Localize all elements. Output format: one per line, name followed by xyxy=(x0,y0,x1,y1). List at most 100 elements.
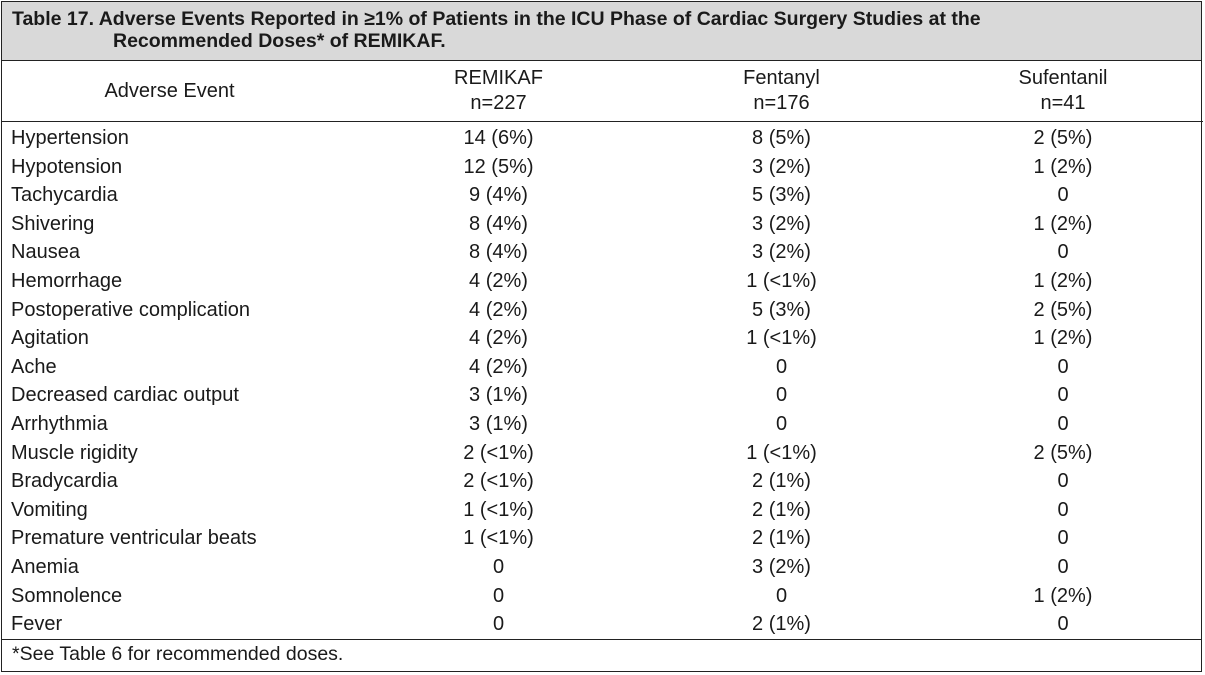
cell-adverse-event: Arrhythmia xyxy=(11,412,108,435)
table-header: Adverse Event REMIKAF n=227 Fentanyl n=1… xyxy=(2,61,1203,122)
cell-adverse-event: Agitation xyxy=(11,327,89,350)
cell-remikaf: 4 (2%) xyxy=(469,327,528,350)
cell-fentanyl: 2 (1%) xyxy=(752,527,811,550)
cell-remikaf: 8 (4%) xyxy=(469,212,528,235)
table-body: Hypertension 14 (6%) 8 (5%) 2 (5%) Hypotensi… xyxy=(2,122,1203,639)
cell-sufentanil: 1 (2%) xyxy=(1033,269,1093,292)
cell-sufentanil: 0 xyxy=(1057,355,1069,378)
cell-remikaf: 14 (6%) xyxy=(463,127,534,149)
cell-adverse-event: Shivering xyxy=(11,212,95,235)
table-row: Anemia 0 3 (2%) 0 xyxy=(2,553,1203,582)
table-row: Premature ventricular beats 1 (<1%) 2 (1%)… xyxy=(2,524,1203,553)
cell-remikaf: 4 (2%) xyxy=(469,298,528,321)
table-row: Muscle rigidity 2 (<1%) 1 (<1%) 2 (5%) xyxy=(2,439,1203,468)
cell-remikaf: 0 xyxy=(492,613,505,636)
table-caption-line-1: Table 17. Adverse Events Reported in ≥1%… xyxy=(12,8,981,30)
cell-adverse-event: Anemia xyxy=(11,555,79,578)
table-row: Vomiting 1 (<1%) 2 (1%) 0 xyxy=(2,496,1203,525)
cell-fentanyl: 3 (2%) xyxy=(752,241,811,264)
column-header-label: Adverse Event xyxy=(104,79,235,102)
table-row: Hemorrhage 4 (2%) 1 (<1%) 1 (2%) xyxy=(2,267,1203,296)
cell-adverse-event: Bradycardia xyxy=(11,470,118,493)
table-caption-line-2: Recommended Doses* of REMIKAF. xyxy=(113,30,446,52)
cell-adverse-event: Fever xyxy=(11,613,63,636)
table-row: Agitation 4 (2%) 1 (<1%) 1 (2%) xyxy=(2,324,1203,353)
cell-sufentanil: 2 (5%) xyxy=(1033,127,1093,149)
cell-fentanyl: 5 (3%) xyxy=(752,298,811,321)
cell-adverse-event: Premature ventricular beats xyxy=(11,527,257,550)
cell-adverse-event: Hemorrhage xyxy=(11,269,123,292)
cell-fentanyl: 0 xyxy=(775,412,788,435)
column-header-label: REMIKAF xyxy=(454,67,543,89)
cell-sufentanil: 0 xyxy=(1057,184,1069,207)
cell-sufentanil: 0 xyxy=(1057,555,1069,578)
table-caption: Table 17. Adverse Events Reported in ≥1%… xyxy=(2,2,1201,61)
column-header-sufentanil: Sufentanil n=41 xyxy=(923,61,1203,122)
cell-remikaf: 8 (4%) xyxy=(469,241,528,264)
cell-remikaf: 4 (2%) xyxy=(469,355,528,378)
cell-remikaf: 9 (4%) xyxy=(469,184,528,207)
cell-sufentanil: 0 xyxy=(1057,241,1069,264)
cell-fentanyl: 0 xyxy=(775,355,788,378)
cell-remikaf: 3 (1%) xyxy=(469,412,528,435)
cell-fentanyl: 2 (1%) xyxy=(752,613,811,636)
cell-fentanyl: 1 (<1%) xyxy=(746,441,817,464)
cell-adverse-event: Hypotension xyxy=(11,155,123,178)
cell-fentanyl: 1 (<1%) xyxy=(746,327,817,350)
column-header-n: n=227 xyxy=(470,92,527,114)
column-header-fentanyl: Fentanyl n=176 xyxy=(640,61,923,122)
cell-sufentanil: 2 (5%) xyxy=(1033,298,1093,321)
cell-remikaf: 4 (2%) xyxy=(469,269,528,292)
table-row: Ache 4 (2%) 0 0 xyxy=(2,353,1203,382)
cell-fentanyl: 2 (1%) xyxy=(752,498,811,521)
cell-adverse-event: Muscle rigidity xyxy=(11,441,138,464)
cell-fentanyl: 0 xyxy=(775,584,788,607)
cell-sufentanil: 0 xyxy=(1057,470,1069,493)
column-header-adverse-event: Adverse Event xyxy=(2,61,357,122)
cell-sufentanil: 1 (2%) xyxy=(1033,327,1093,350)
cell-fentanyl: 2 (1%) xyxy=(752,470,811,493)
column-header-remikaf: REMIKAF n=227 xyxy=(357,61,640,122)
cell-fentanyl: 8 (5%) xyxy=(752,127,811,149)
column-header-label: Fentanyl xyxy=(743,67,820,89)
cell-adverse-event: Somnolence xyxy=(11,584,123,607)
header-row: Adverse Event REMIKAF n=227 Fentanyl n=1… xyxy=(2,61,1203,122)
cell-sufentanil: 2 (5%) xyxy=(1033,441,1093,464)
cell-sufentanil: 0 xyxy=(1057,384,1069,407)
cell-remikaf: 1 (<1%) xyxy=(463,498,534,521)
cell-sufentanil: 0 xyxy=(1057,412,1069,435)
cell-sufentanil: 1 (2%) xyxy=(1033,155,1093,178)
table-footnote: *See Table 6 for recommended doses. xyxy=(2,639,1201,671)
cell-adverse-event: Hypertension xyxy=(11,127,129,149)
cell-fentanyl: 3 (2%) xyxy=(752,212,811,235)
table-row: Shivering 8 (4%) 3 (2%) 1 (2%) xyxy=(2,210,1203,239)
table-row: Decreased cardiac output 3 (1%) 0 0 xyxy=(2,381,1203,410)
cell-remikaf: 3 (1%) xyxy=(469,384,528,407)
cell-fentanyl: 3 (2%) xyxy=(752,555,811,578)
cell-remikaf: 2 (<1%) xyxy=(463,470,534,493)
table-row: Bradycardia 2 (<1%) 2 (1%) 0 xyxy=(2,467,1203,496)
cell-adverse-event: Nausea xyxy=(11,241,80,264)
cell-sufentanil: 1 (2%) xyxy=(1033,584,1093,607)
table-row: Hypertension 14 (6%) 8 (5%) 2 (5%) xyxy=(2,122,1203,153)
cell-fentanyl: 0 xyxy=(775,384,788,407)
column-header-n: n=176 xyxy=(753,92,810,114)
column-header-label: Sufentanil xyxy=(1018,67,1108,89)
cell-adverse-event: Postoperative complication xyxy=(11,298,251,321)
cell-remikaf: 1 (<1%) xyxy=(463,527,534,550)
cell-remikaf: 0 xyxy=(492,584,505,607)
cell-sufentanil: 1 (2%) xyxy=(1033,212,1093,235)
cell-sufentanil: 0 xyxy=(1057,527,1069,550)
cell-adverse-event: Decreased cardiac output xyxy=(11,384,239,407)
table-row: Nausea 8 (4%) 3 (2%) 0 xyxy=(2,238,1203,267)
table-row: Tachycardia 9 (4%) 5 (3%) 0 xyxy=(2,181,1203,210)
cell-remikaf: 0 xyxy=(492,555,505,578)
cell-sufentanil: 0 xyxy=(1057,613,1069,636)
cell-sufentanil: 0 xyxy=(1057,498,1069,521)
table-row: Arrhythmia 3 (1%) 0 0 xyxy=(2,410,1203,439)
cell-adverse-event: Vomiting xyxy=(11,498,88,521)
cell-fentanyl: 3 (2%) xyxy=(752,155,811,178)
cell-remikaf: 2 (<1%) xyxy=(463,441,534,464)
cell-fentanyl: 5 (3%) xyxy=(752,184,811,207)
